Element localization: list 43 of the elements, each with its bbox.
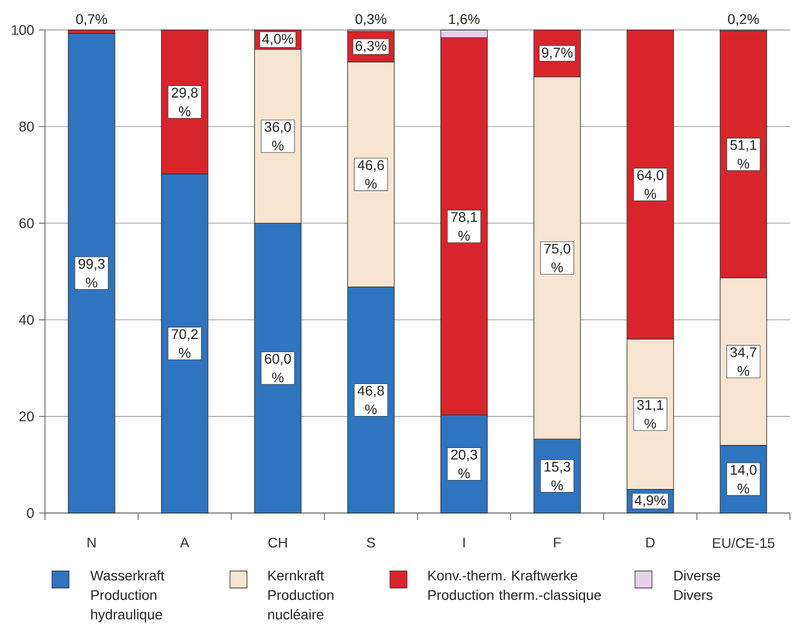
data-label: 99,3 %: [78, 258, 105, 288]
data-label: 46,6 %: [358, 160, 384, 189]
y-tick-label: 0: [27, 508, 34, 518]
data-label: 20,3 %: [451, 450, 478, 478]
x-tick-label: D: [646, 538, 655, 548]
data-label: 51,1 %: [730, 140, 756, 169]
data-label: 34,7 %: [730, 347, 756, 376]
data-label: 29,8 %: [172, 88, 198, 116]
data-label: 0,7%: [76, 14, 108, 26]
bar: [68, 33, 116, 514]
data-label: 31,1 %: [637, 400, 664, 428]
legend-label: Diverse Divers: [674, 570, 720, 600]
y-tick-label: 100: [12, 25, 34, 35]
legend-label: Wasserkraft Production hydraulique: [90, 570, 164, 622]
x-tick-label: F: [554, 538, 561, 548]
data-label: 60,0 %: [264, 354, 291, 382]
data-label: 15,3 %: [544, 462, 570, 490]
data-label: 14,0 %: [730, 464, 756, 494]
y-tick-label: 20: [19, 411, 34, 422]
data-label: 78,1 %: [451, 212, 477, 241]
data-label: 1,6%: [449, 14, 480, 26]
y-tick-label: 40: [19, 314, 34, 325]
legend-label: Kernkraft Production nucléaire: [268, 570, 334, 620]
x-tick-label: S: [366, 538, 375, 548]
data-label: 4,9%: [634, 495, 666, 507]
x-tick-label: EU/CE-15: [713, 538, 774, 548]
legend-label: Konv.-therm. Kraftwerke Production therm.-classique: [428, 570, 601, 603]
data-label: 64,0 %: [637, 170, 664, 199]
y-tick-label: 60: [19, 218, 34, 228]
data-label: 70,2 %: [172, 329, 198, 358]
data-label: 6,3%: [356, 40, 386, 52]
data-label: 75,0 %: [544, 244, 570, 272]
x-tick-label: A: [180, 538, 190, 548]
data-label: 4,0%: [262, 34, 294, 46]
x-tick-label: N: [88, 538, 96, 548]
data-label: 9,7%: [542, 48, 573, 60]
y-tick-label: 80: [19, 122, 34, 132]
data-label: 0,3%: [356, 14, 386, 26]
data-label: 46,8 %: [358, 386, 384, 414]
data-label: 36,0 %: [264, 122, 291, 151]
x-tick-label: I: [463, 538, 465, 548]
x-tick-label: CH: [268, 538, 287, 548]
data-label: 0,2%: [728, 14, 759, 26]
